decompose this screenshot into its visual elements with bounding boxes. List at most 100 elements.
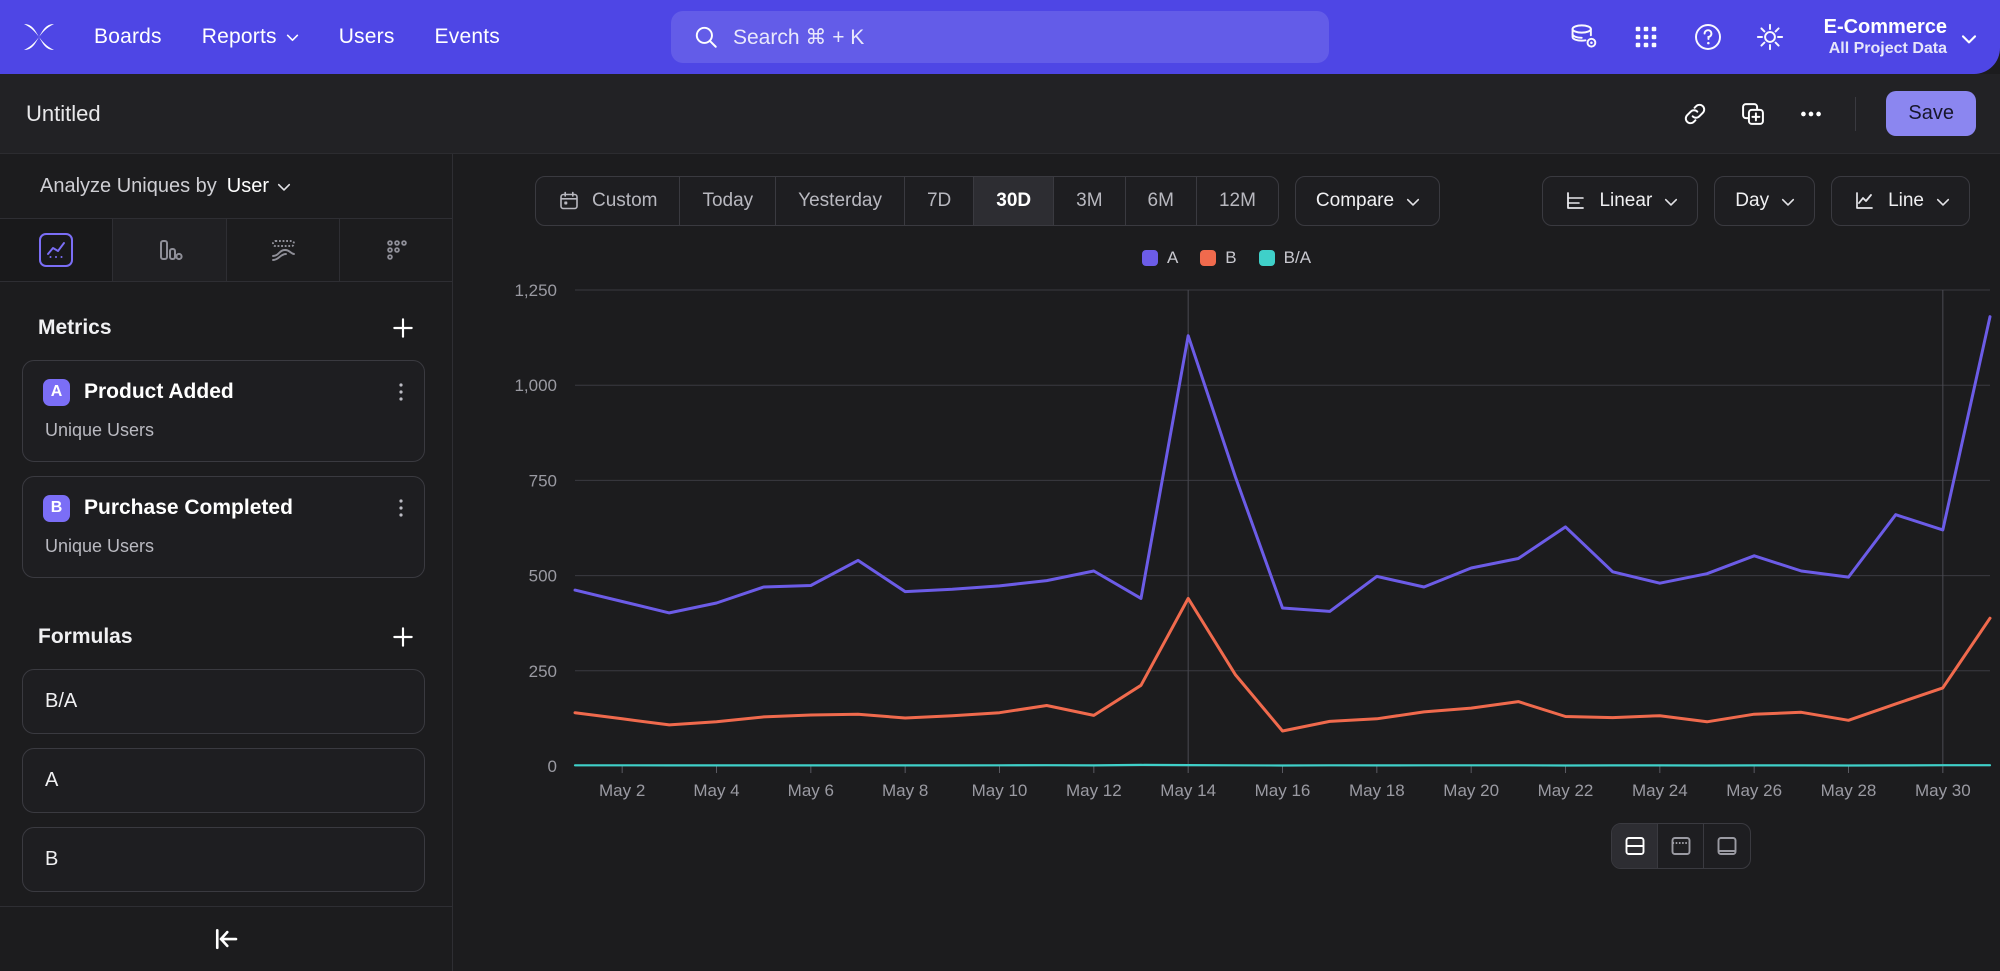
x-axis-tick-label: May 14 [1160,781,1216,800]
search-input[interactable]: Search ⌘ + K [671,11,1329,63]
metric-card-product-added[interactable]: A Product Added Unique Users [22,359,425,462]
date-range-yesterday[interactable]: Yesterday [776,177,905,225]
settings-gear-icon[interactable] [1754,21,1786,53]
search-placeholder: Search ⌘ + K [733,25,865,49]
query-sidebar: Analyze Uniques by User [0,154,453,971]
chevron-down-icon [1781,195,1795,208]
compare-label: Compare [1315,190,1395,211]
chevron-down-icon [286,31,299,44]
line-chart-icon [1852,189,1876,213]
chart-toolbar: Custom Today Yesterday 7D 30D 3M 6M 12M … [453,154,2000,226]
date-range-today[interactable]: Today [680,177,777,225]
help-circle-icon[interactable] [1692,21,1724,53]
x-axis-tick-label: May 20 [1443,781,1499,800]
chevron-down-icon [1664,195,1678,208]
bar-chart-tab[interactable] [113,219,227,282]
dot-grid-tab[interactable] [339,219,452,282]
add-formula-button[interactable] [390,624,416,650]
more-horizontal-icon[interactable] [1797,100,1825,128]
analyze-uniques-row: Analyze Uniques by User [0,154,452,220]
report-title[interactable]: Untitled [26,100,101,126]
y-axis-tick-label: 1,000 [514,376,557,395]
x-axis-tick-label: May 4 [693,781,739,800]
metric-card-purchase-completed[interactable]: B Purchase Completed Unique Users [22,475,425,578]
x-axis-tick-label: May 26 [1726,781,1782,800]
interval-label: Day [1735,190,1770,211]
save-button[interactable]: Save [1886,91,1976,136]
x-axis-tick-label: May 6 [788,781,834,800]
nav-item-events-label: Events [434,25,500,48]
report-actions: Save [1681,91,2000,136]
legend-label: B [1225,248,1237,267]
metric-measure: Unique Users [45,419,155,440]
collapse-sidebar-icon[interactable] [211,924,241,954]
date-range-3m[interactable]: 3M [1054,177,1126,225]
flow-chart-tab[interactable] [226,219,340,282]
formula-card-b[interactable]: B [22,826,425,892]
date-range-12m[interactable]: 12M [1218,190,1256,211]
link-icon[interactable] [1681,100,1709,128]
date-range-30d[interactable]: 30D [974,177,1055,225]
formulas-section-header: Formulas [0,606,452,669]
x-axis-tick-label: May 30 [1915,781,1971,800]
series-line-b[interactable] [573,596,1992,733]
search-icon [693,24,719,50]
nav-item-boards-label: Boards [94,25,162,48]
duplicate-icon[interactable] [1739,100,1767,128]
legend-item-ba[interactable]: B/A [1258,248,1311,268]
legend-swatch [1141,250,1158,266]
metrics-title: Metrics [38,316,112,339]
x-axis-tick-label: May 8 [882,781,928,800]
nav-item-reports[interactable]: Reports [202,25,299,49]
metrics-section-header: Metrics [0,296,452,359]
main-body: Analyze Uniques by User [0,154,2000,971]
interval-dropdown[interactable]: Day [1714,176,1816,226]
mixpanel-x-logo[interactable] [0,16,78,58]
chevron-down-icon [1406,195,1420,208]
metric-name: Product Added [84,380,234,404]
legend-item-b[interactable]: B [1200,248,1237,268]
scale-dropdown[interactable]: Linear [1542,176,1699,226]
kebab-menu-icon[interactable] [398,380,404,404]
date-range-6m[interactable]: 6M [1126,177,1197,225]
nav-item-events[interactable]: Events [435,25,500,49]
formula-card-a[interactable]: A [22,747,425,813]
analyze-by-selector[interactable]: User [227,175,291,198]
visualization-tabs [0,219,452,283]
line-chart-tab[interactable] [0,219,114,282]
layout-toggle-group [1611,823,1751,869]
calendar-icon [558,190,580,212]
x-axis-tick-label: May 18 [1349,781,1405,800]
series-line-a[interactable] [573,315,1992,615]
legend-swatch [1258,250,1275,266]
project-selector[interactable]: E-Commerce All Project Data [1824,15,1977,59]
charttype-dropdown[interactable]: Line [1831,176,1970,226]
legend-item-a[interactable]: A [1141,248,1178,268]
y-axis-tick-label: 750 [529,471,557,490]
chart-plot-area[interactable]: 0 250 500 750 1,000 1,250 May 2 May 4 May 6 May 8… [453,276,2000,841]
data-management-icon[interactable] [1568,21,1600,53]
compare-dropdown[interactable]: Compare [1294,176,1441,226]
line-chart-svg[interactable]: 0 250 500 750 1,000 1,250 May 2 May 4 May 6 May 8… [453,276,2000,836]
formula-card-ba[interactable]: B/A [22,668,425,734]
layout-top-panel-button[interactable] [1658,824,1704,868]
metric-badge: A [43,378,70,406]
layout-bottom-panel-button[interactable] [1704,824,1750,868]
kebab-menu-icon[interactable] [398,496,404,520]
layout-split-horizontal-button[interactable] [1612,824,1658,868]
apps-grid-icon[interactable] [1630,21,1662,53]
series-line-b-a[interactable] [573,763,1992,767]
nav-links: Boards Reports Users Events [94,25,500,49]
date-range-custom[interactable]: Custom [536,177,681,225]
x-axis-tick-label: May 2 [599,781,645,800]
add-metric-button[interactable] [390,315,416,341]
nav-item-users-label: Users [338,25,395,48]
chevron-down-icon [277,180,291,193]
chevron-down-icon [1961,31,1977,44]
date-range-7d[interactable]: 7D [905,177,975,225]
date-range-segmented-control: Custom Today Yesterday 7D 30D 3M 6M 12M [535,176,1279,226]
nav-item-boards[interactable]: Boards [94,25,162,49]
x-axis-tick-label: May 22 [1538,781,1594,800]
nav-item-users[interactable]: Users [339,25,395,49]
